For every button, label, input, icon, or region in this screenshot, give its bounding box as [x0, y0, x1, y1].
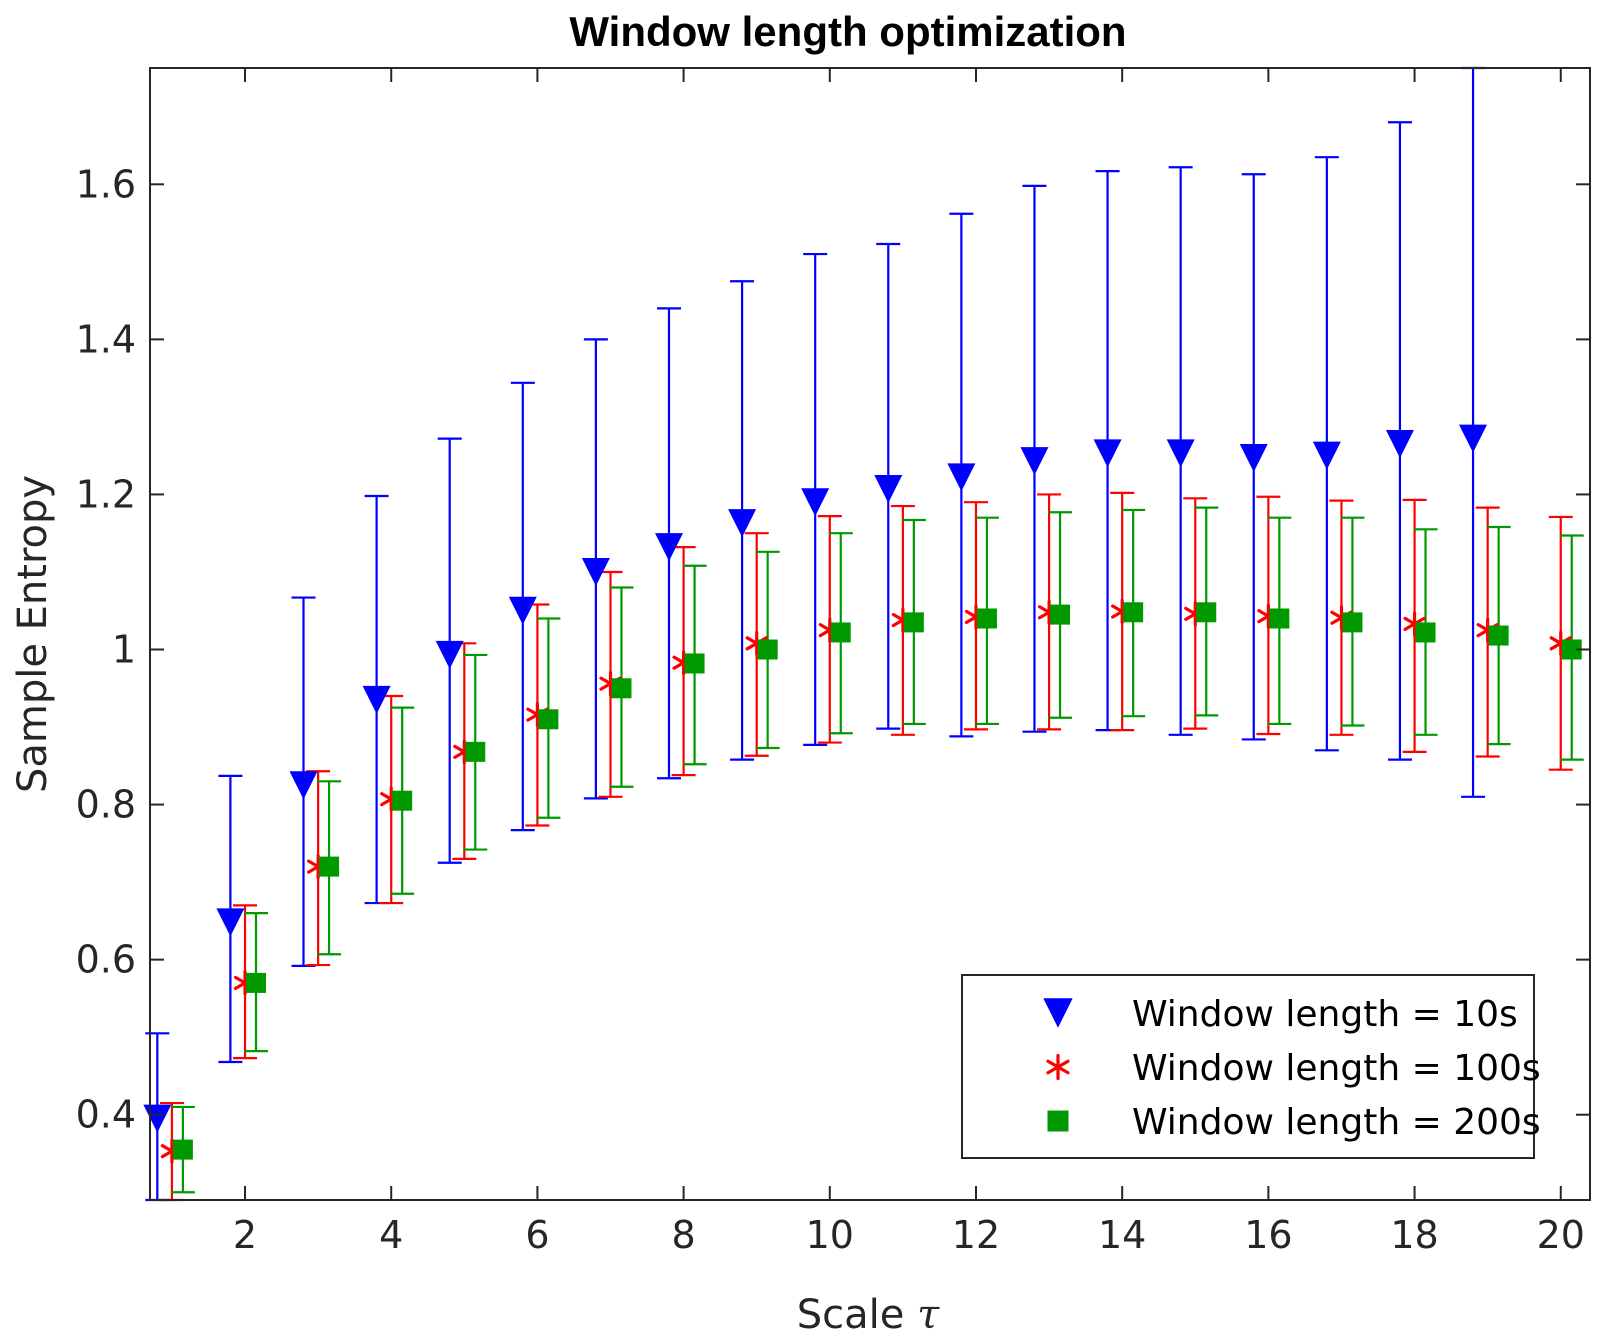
x-tick-label: 12 — [952, 1213, 1000, 1257]
series-3-point — [1196, 602, 1217, 623]
x-tick-label: 18 — [1390, 1213, 1438, 1257]
legend-label: Window length = 200s — [1132, 1102, 1541, 1143]
series-1-point — [1312, 441, 1341, 470]
legend-item: Window length = 100s — [1046, 1048, 1541, 1089]
x-tick-label: 2 — [233, 1213, 257, 1257]
series-2-point-stroke-2 — [1403, 616, 1426, 632]
series-3-point — [1269, 608, 1290, 629]
series-3-point — [245, 972, 266, 993]
x-tick-label: 6 — [525, 1213, 549, 1257]
series-1-point — [654, 533, 683, 562]
series-3-point — [1342, 612, 1363, 633]
y-tick-label: 1.6 — [76, 162, 136, 206]
series-3-point — [1415, 622, 1436, 643]
series-1-point — [508, 596, 537, 625]
x-tick-label: 8 — [672, 1213, 696, 1257]
legend: Window length = 10s Window length = 100s W… — [961, 974, 1541, 1159]
axes-box — [149, 67, 1591, 1201]
y-tick-label: 1 — [112, 628, 136, 672]
series-1-point — [874, 475, 903, 504]
series-1-point — [216, 908, 245, 937]
chart-title: Window length optimization — [569, 8, 1126, 55]
series-3-point — [1488, 625, 1509, 646]
series-1-point — [581, 557, 610, 586]
x-ticks: 2 4 6 8 10 12 14 16 18 20 — [233, 68, 1585, 1257]
y-tick-label: 0.8 — [76, 783, 136, 827]
x-axis-label-symbol: τ — [917, 1292, 940, 1338]
y-tick-label: 1.4 — [76, 317, 136, 361]
legend-marker — [1046, 1053, 1070, 1081]
series-1-point — [435, 640, 464, 669]
series-1-point — [728, 509, 757, 538]
series-1-point — [801, 488, 830, 517]
series-3-point — [538, 709, 559, 730]
legend-marker — [1043, 998, 1073, 1028]
series-1-point — [1093, 439, 1122, 468]
legend-marker-stroke-2 — [1046, 1059, 1070, 1075]
y-ticks: 0.4 0.6 0.8 1 1.2 1.4 1.6 — [76, 162, 1590, 1137]
legend-item: Window length = 200s — [1047, 1102, 1541, 1143]
series-1-point — [947, 463, 976, 492]
series-1-point — [1385, 430, 1414, 459]
series-3-point — [684, 653, 705, 674]
x-tick-label: 4 — [379, 1213, 403, 1257]
x-tick-label: 20 — [1537, 1213, 1585, 1257]
legend-label: Window length = 10s — [1132, 994, 1518, 1035]
series-1-point — [289, 771, 318, 800]
series-3-point — [392, 790, 413, 811]
y-tick-label: 0.6 — [76, 938, 136, 982]
legend-item: Window length = 10s — [1043, 994, 1518, 1035]
x-tick-label: 16 — [1244, 1213, 1292, 1257]
legend-label: Window length = 100s — [1132, 1048, 1541, 1089]
series-3-point — [1123, 602, 1144, 623]
legend-marker — [1047, 1110, 1069, 1132]
series-1-point — [362, 685, 391, 714]
series-3-point — [1050, 604, 1071, 625]
y-tick-label: 1.2 — [76, 472, 136, 516]
series-3-point — [757, 639, 778, 660]
series-3-point — [1561, 639, 1582, 660]
series-3-point — [903, 612, 924, 633]
series-3-point — [465, 741, 486, 762]
series-1-point — [1020, 447, 1049, 476]
y-axis-label: Sample Entropy — [10, 475, 56, 793]
x-tick-label: 14 — [1098, 1213, 1146, 1257]
markers — [143, 424, 1582, 1164]
x-tick-label: 10 — [806, 1213, 854, 1257]
series-3-point — [830, 622, 851, 643]
x-axis-label: Scale τ — [797, 1292, 940, 1338]
legend-items: Window length = 10s Window length = 100s W… — [1043, 994, 1541, 1143]
series-3-point — [172, 1139, 193, 1160]
series-1-point — [1459, 424, 1488, 453]
x-axis-label-text: Scale — [797, 1292, 905, 1338]
series-1-point — [1239, 443, 1268, 472]
series-1-point — [1166, 439, 1195, 468]
series-3-point — [319, 856, 340, 877]
series-3-point — [611, 678, 632, 699]
y-tick-label: 0.4 — [76, 1093, 136, 1137]
series-3-point — [976, 608, 997, 629]
